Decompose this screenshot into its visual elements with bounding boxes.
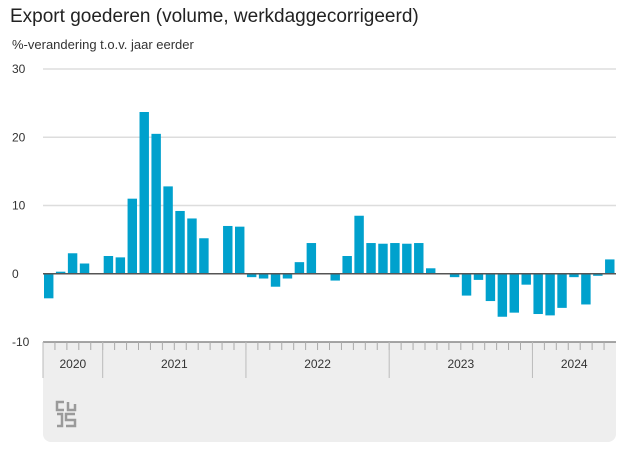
bar (306, 243, 317, 274)
bar (151, 133, 161, 274)
bar (354, 215, 364, 274)
x-tick-label: 2020 (59, 357, 86, 371)
bar (497, 273, 508, 317)
bar (414, 243, 424, 274)
bar (449, 273, 460, 278)
bar (473, 273, 484, 280)
y-tick-label: -10 (12, 335, 30, 349)
y-axis-label: %-verandering t.o.v. jaar eerder (12, 37, 194, 52)
bar (282, 273, 293, 279)
x-tick-label: 2022 (304, 357, 331, 371)
bar (557, 273, 567, 308)
y-tick-label: 0 (12, 267, 19, 281)
x-tick-label: 2021 (161, 357, 188, 371)
bar (330, 273, 340, 281)
bar (127, 198, 137, 274)
y-tick-label: 20 (12, 130, 26, 144)
bar (115, 257, 126, 274)
bar (175, 210, 185, 274)
bar (270, 273, 281, 287)
bar (67, 253, 78, 274)
bar (246, 273, 257, 278)
footer-logo-area (43, 378, 616, 442)
bar (426, 268, 436, 274)
bar (44, 273, 54, 299)
bar (485, 273, 496, 302)
bar (79, 263, 90, 274)
bar (545, 273, 555, 316)
bar (366, 243, 376, 274)
bar (581, 273, 591, 305)
cbs-logo-icon (55, 400, 77, 428)
bar (533, 273, 543, 315)
y-tick-label: 10 (12, 199, 26, 213)
bar (461, 273, 472, 296)
bar (342, 256, 352, 274)
bar (187, 218, 197, 274)
bar (390, 243, 400, 274)
bar (103, 256, 114, 274)
bar (223, 225, 233, 274)
bar (235, 226, 245, 274)
bar (605, 259, 615, 274)
bar (402, 243, 412, 274)
bar (55, 271, 66, 274)
bar (258, 273, 269, 279)
y-tick-label: 30 (12, 62, 26, 76)
bar (139, 111, 149, 274)
bar (294, 262, 305, 274)
chart-title: Export goederen (volume, werkdaggecorrig… (10, 6, 419, 27)
x-tick-label: 2024 (561, 357, 588, 371)
bar (509, 273, 519, 313)
bar (163, 186, 173, 274)
bar (199, 238, 209, 274)
bar (569, 273, 579, 278)
bar (378, 243, 388, 274)
bar (593, 273, 603, 276)
bar (521, 273, 531, 285)
x-tick-label: 2023 (447, 357, 474, 371)
